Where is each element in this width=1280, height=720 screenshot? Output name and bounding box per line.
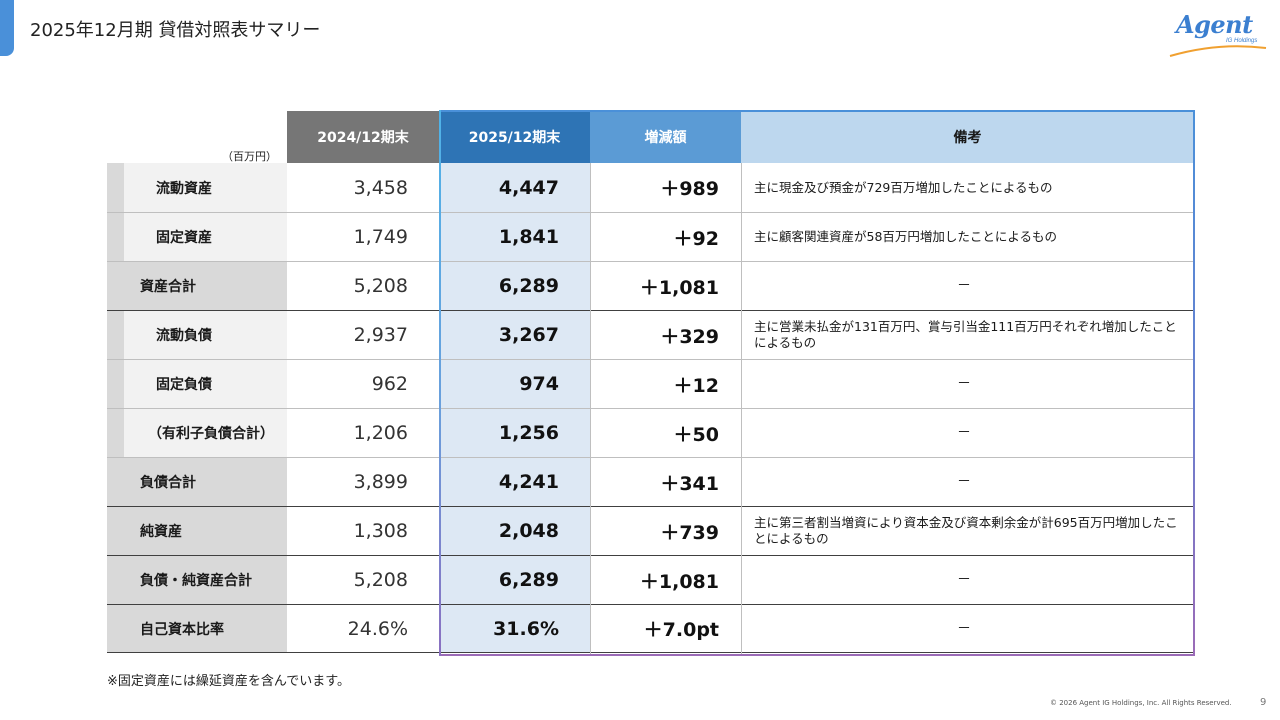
remark: － [957,474,971,490]
value-change: ＋341 [660,472,719,495]
column-header-change: 増減額 [590,111,741,163]
table-row: 自己資本比率 24.6% 31.6% ＋7.0pt － [107,604,1195,653]
value-2024: 5,208 [353,569,408,591]
value-2025: 974 [439,360,590,408]
value-change: ＋7.0pt [643,619,719,641]
logo-subtext: IG Holdings [1226,38,1258,44]
page-number: 9 [1260,697,1267,708]
row-label: 負債合計 [107,458,287,506]
group-strip [107,409,124,457]
row-label: 固定資産 [124,213,287,261]
table-row: 資産合計 5,208 6,289 ＋1,081 － [107,261,1195,310]
remark: 主に顧客関連資産が58百万円増加したことによるもの [754,229,1058,244]
remark: 主に営業未払金が131百万円、賞与引当金111百万円それぞれ増加したことによるも… [754,319,1177,350]
value-2024: 3,899 [353,471,408,493]
column-header-2024: 2024/12期末 [287,111,439,163]
value-2025: 6,289 [439,262,590,310]
remark: － [957,620,971,637]
value-2025: 1,841 [439,213,590,261]
company-logo: Agent IG Holdings [1168,8,1268,57]
logo-swoosh-icon [1169,45,1267,57]
table-row: 固定資産 1,749 1,841 ＋92 主に顧客関連資産が58百万円増加したこ… [107,212,1195,261]
remark: 主に第三者割当増資により資本金及び資本剰余金が計695百万円増加したことによるも… [754,515,1178,546]
value-change: ＋1,081 [639,570,719,593]
row-label: 自己資本比率 [107,605,287,652]
remark: － [957,572,971,588]
table-row: （有利子負債合計） 1,206 1,256 ＋50 － [107,408,1195,457]
table-row: 負債・純資産合計 5,208 6,289 ＋1,081 － [107,555,1195,604]
logo-wordmark: Agent [1176,10,1253,39]
table-row: 負債合計 3,899 4,241 ＋341 － [107,457,1195,506]
remark: 主に現金及び預金が729百万増加したことによるもの [754,179,1053,195]
page-title: 2025年12月期 貸借対照表サマリー [30,20,321,41]
row-label: 固定負債 [124,360,287,408]
value-change: ＋12 [673,374,719,397]
group-strip [107,213,124,261]
value-2024: 5,208 [353,275,408,297]
accent-tab [0,0,14,56]
value-2025: 31.6% [439,605,590,652]
column-divider [590,163,591,655]
value-2024: 24.6% [347,617,408,640]
row-label: 資産合計 [107,262,287,310]
value-2024: 1,206 [353,422,408,444]
value-change: ＋1,081 [639,276,719,299]
value-change: ＋50 [673,423,719,446]
value-2025: 4,447 [439,163,590,212]
table-row: 純資産 1,308 2,048 ＋739 主に第三者割当増資により資本金及び資本… [107,506,1195,555]
value-2025: 3,267 [439,311,590,359]
row-label: 流動負債 [124,311,287,359]
table-row: 流動資産 3,458 4,447 ＋989 主に現金及び預金が729百万増加した… [107,163,1195,212]
table-highlight-frame-left [439,110,441,656]
value-change: ＋329 [660,325,719,348]
value-2024: 1,308 [353,520,408,542]
row-label: 純資産 [107,507,287,555]
table-row: 固定負債 962 974 ＋12 － [107,359,1195,408]
table-row: 流動負債 2,937 3,267 ＋329 主に営業未払金が131百万円、賞与引… [107,310,1195,359]
remark: － [957,425,971,441]
value-2025: 2,048 [439,507,590,555]
value-2024: 2,937 [353,324,408,346]
column-header-2025: 2025/12期末 [439,111,590,163]
remark: － [957,376,971,392]
value-2024: 3,458 [353,176,408,199]
column-divider [741,163,742,655]
group-strip [107,163,124,212]
value-2025: 6,289 [439,556,590,604]
row-label: 流動資産 [124,163,287,212]
group-strip [107,311,124,359]
value-change: ＋739 [660,521,719,544]
value-2024: 962 [371,373,408,395]
copyright: © 2026 Agent IG Holdings, Inc. All Right… [1050,699,1232,707]
value-2024: 1,749 [353,226,408,248]
column-header-remarks: 備考 [741,111,1194,163]
footnote: ※固定資産には繰延資産を含んでいます。 [107,674,350,689]
value-change: ＋92 [673,227,719,250]
row-label: 負債・純資産合計 [107,556,287,604]
value-2025: 1,256 [439,409,590,457]
group-strip [107,360,124,408]
value-change: ＋989 [660,178,719,200]
remark: － [957,278,971,294]
unit-label: （百万円） [222,150,277,163]
value-2025: 4,241 [439,458,590,506]
row-label: （有利子負債合計） [124,409,287,457]
